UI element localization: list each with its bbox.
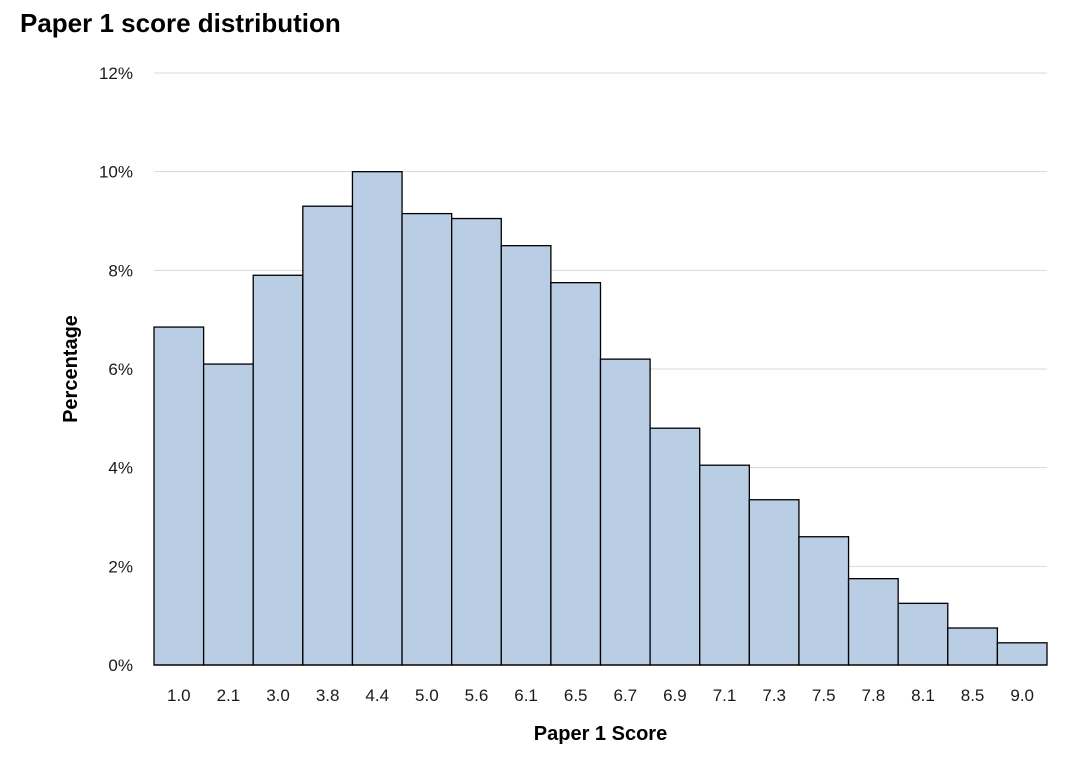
bar xyxy=(451,217,502,666)
x-tick-label: 6.7 xyxy=(613,686,637,705)
bar xyxy=(500,245,552,666)
x-tick-label: 8.1 xyxy=(911,686,935,705)
y-tick-label: 10% xyxy=(99,163,133,182)
bars xyxy=(153,171,1048,666)
bar xyxy=(252,274,304,666)
x-tick-label: 7.3 xyxy=(762,686,786,705)
bar xyxy=(351,171,403,666)
y-tick-label: 6% xyxy=(108,360,133,379)
bar xyxy=(550,282,602,666)
x-tick-label: 6.9 xyxy=(663,686,687,705)
y-tick-label: 12% xyxy=(99,64,133,83)
bar xyxy=(748,499,800,666)
x-tick-label: 4.4 xyxy=(365,686,389,705)
bar xyxy=(153,326,205,666)
x-tick-label: 6.1 xyxy=(514,686,538,705)
bar xyxy=(599,358,651,666)
bar xyxy=(649,427,701,666)
x-tick-label: 6.5 xyxy=(564,686,588,705)
x-axis-label: Paper 1 Score xyxy=(534,723,667,745)
x-tick-label: 2.1 xyxy=(217,686,241,705)
bar xyxy=(847,578,899,666)
y-tick-label: 8% xyxy=(108,261,133,280)
bar xyxy=(996,642,1048,666)
x-tick-labels: 1.0 2.1 3.0 3.8 4.4 5.0 5.6 6.1 6.5 6.7 6.9 7.1 7.3 7… xyxy=(167,686,1034,705)
x-tick-label: 7.5 xyxy=(812,686,836,705)
x-tick-label: 7.1 xyxy=(713,686,737,705)
chart-title: Paper 1 score distribution xyxy=(20,8,341,38)
bar xyxy=(798,536,850,666)
x-tick-label: 7.8 xyxy=(862,686,886,705)
x-tick-label: 3.0 xyxy=(266,686,290,705)
y-tick-label: 0% xyxy=(108,656,133,675)
bar xyxy=(699,464,750,666)
x-tick-label: 5.6 xyxy=(465,686,489,705)
y-tick-labels: 0% 2% 4% 6% 8% 10% 12% xyxy=(99,64,133,675)
y-tick-label: 2% xyxy=(108,557,133,576)
bar xyxy=(202,363,254,666)
x-tick-label: 5.0 xyxy=(415,686,439,705)
x-tick-label: 1.0 xyxy=(167,686,191,705)
x-tick-label: 3.8 xyxy=(316,686,340,705)
bar xyxy=(302,205,354,666)
bar xyxy=(897,602,949,666)
x-tick-label: 9.0 xyxy=(1010,686,1034,705)
bar xyxy=(947,627,999,666)
bar xyxy=(401,212,453,666)
y-axis-label: Percentage xyxy=(60,315,82,423)
y-tick-label: 4% xyxy=(108,459,133,478)
x-tick-label: 8.5 xyxy=(961,686,985,705)
